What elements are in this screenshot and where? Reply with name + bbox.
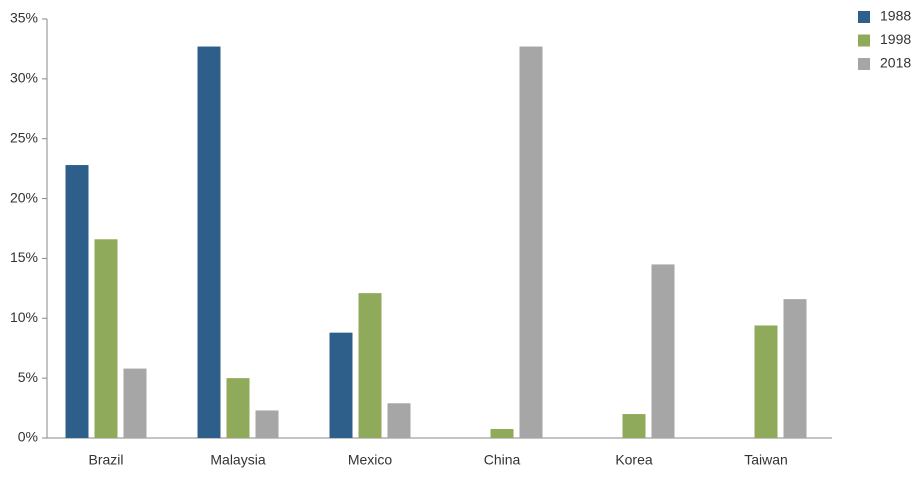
legend-label: 1998 (880, 31, 911, 47)
legend-swatch (858, 58, 870, 70)
bar (622, 414, 646, 438)
x-tick-label: Taiwan (744, 452, 788, 468)
bar (94, 239, 118, 438)
y-tick-label: 10% (10, 309, 38, 325)
bar (329, 332, 353, 438)
y-tick-label: 5% (18, 369, 38, 385)
legend-label: 2018 (880, 55, 911, 71)
y-tick-label: 0% (18, 429, 38, 445)
y-tick-label: 20% (10, 189, 38, 205)
bar (65, 165, 89, 438)
x-tick-label: Brazil (88, 452, 123, 468)
bar (358, 293, 382, 438)
bar (519, 46, 543, 438)
y-tick-label: 15% (10, 249, 38, 265)
bar (754, 325, 778, 438)
legend-swatch (858, 34, 870, 47)
x-tick-label: China (484, 452, 521, 468)
legend-swatch (858, 11, 870, 23)
bar (123, 368, 147, 438)
bar (255, 410, 279, 438)
y-tick-label: 35% (10, 10, 38, 26)
bar (651, 264, 675, 438)
bar (490, 429, 514, 438)
x-tick-label: Malaysia (210, 452, 265, 468)
bar (226, 378, 250, 438)
legend-label: 1988 (880, 8, 911, 24)
bar (387, 403, 411, 438)
bar (197, 46, 221, 438)
bar (783, 299, 807, 438)
y-tick-label: 25% (10, 129, 38, 145)
x-tick-label: Korea (615, 452, 653, 468)
x-tick-label: Mexico (348, 452, 393, 468)
y-tick-label: 30% (10, 70, 38, 86)
